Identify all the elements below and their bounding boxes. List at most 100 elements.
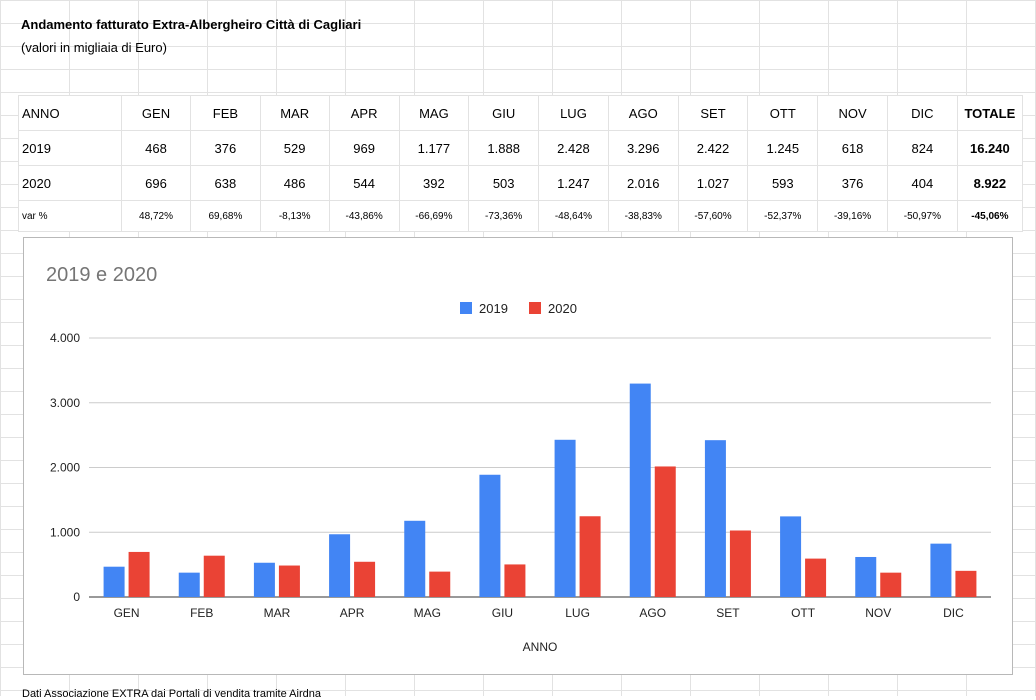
table-cell[interactable]: 392	[398, 165, 470, 201]
table-header-row: ANNO GEN FEB MAR APR MAG GIU LUG AGO SET OTT NOV DIC…	[18, 95, 1024, 131]
x-tick-label: GIU	[492, 606, 513, 620]
legend-swatch-2020	[529, 302, 541, 314]
table-cell[interactable]: -66,69%	[398, 200, 470, 232]
bar-2020-GIU	[504, 564, 526, 597]
table-cell[interactable]: 2.016	[607, 165, 679, 201]
table-cell[interactable]: 48,72%	[120, 200, 192, 232]
table-header-cell[interactable]: LUG	[538, 95, 609, 131]
bar-2019-FEB	[178, 572, 200, 597]
table-cell[interactable]: 486	[259, 165, 330, 201]
x-tick-label: FEB	[190, 606, 213, 620]
table-cell[interactable]: -38,83%	[607, 200, 679, 232]
table-cell[interactable]: 969	[328, 130, 400, 166]
x-tick-label: NOV	[865, 606, 891, 620]
bar-2020-AGO	[654, 466, 676, 597]
table-cell[interactable]: 3.296	[607, 130, 679, 166]
table-header-cell[interactable]: SET	[677, 95, 749, 131]
bar-2019-LUG	[554, 439, 576, 597]
table-cell[interactable]: -45,06%	[956, 200, 1024, 232]
table-header-cell[interactable]: GIU	[468, 95, 540, 131]
sheet-subtitle[interactable]: (valori in migliaia di Euro)	[21, 40, 167, 55]
y-tick-label: 2.000	[50, 461, 80, 475]
table-cell[interactable]: -43,86%	[328, 200, 400, 232]
table-row: 2019 468 376 529 969 1.177 1.888 2.428 3.296 2.42…	[18, 130, 1024, 166]
table-cell[interactable]: 376	[817, 165, 888, 201]
table-cell[interactable]: -48,64%	[538, 200, 609, 232]
table-header-cell[interactable]: NOV	[817, 95, 888, 131]
table-cell[interactable]: 2019	[18, 130, 122, 166]
bar-2020-GEN	[128, 551, 150, 597]
bar-2020-MAG	[429, 571, 451, 597]
table-cell[interactable]: 1.247	[538, 165, 609, 201]
table-row: var % 48,72% 69,68% -8,13% -43,86% -66,69% -73…	[18, 200, 1024, 232]
table-cell[interactable]: 696	[120, 165, 192, 201]
table-cell[interactable]: 824	[886, 130, 958, 166]
x-tick-label: DIC	[943, 606, 964, 620]
table-header-cell[interactable]: GEN	[120, 95, 192, 131]
bar-2019-MAG	[404, 520, 426, 597]
table-cell[interactable]: 638	[190, 165, 261, 201]
table-cell[interactable]: 376	[190, 130, 261, 166]
table-header-cell[interactable]: MAR	[259, 95, 330, 131]
data-table: ANNO GEN FEB MAR APR MAG GIU LUG AGO SET OTT NOV DIC…	[18, 95, 1024, 232]
table-header-cell[interactable]: DIC	[886, 95, 958, 131]
table-cell[interactable]: 1.888	[468, 130, 540, 166]
table-header-cell[interactable]: APR	[328, 95, 400, 131]
bar-2019-APR	[329, 534, 351, 597]
table-cell[interactable]: 618	[817, 130, 888, 166]
table-cell[interactable]: 503	[468, 165, 540, 201]
table-cell[interactable]: 593	[747, 165, 819, 201]
bar-2020-FEB	[203, 555, 225, 597]
bar-2020-NOV	[880, 572, 902, 597]
x-tick-label: MAR	[264, 606, 291, 620]
table-header-cell[interactable]: FEB	[190, 95, 261, 131]
table-cell[interactable]: 69,68%	[190, 200, 261, 232]
table-cell[interactable]: 2.428	[538, 130, 609, 166]
table-cell[interactable]: 16.240	[956, 130, 1024, 166]
table-header-cell[interactable]: MAG	[398, 95, 470, 131]
table-cell[interactable]: 1.245	[747, 130, 819, 166]
table-cell[interactable]: 468	[120, 130, 192, 166]
table-row: 2020 696 638 486 544 392 503 1.247 2.016 1.027 593…	[18, 165, 1024, 201]
table-header-cell[interactable]: OTT	[747, 95, 819, 131]
bar-2019-NOV	[855, 556, 877, 597]
table-header-cell[interactable]: AGO	[607, 95, 679, 131]
bar-2020-SET	[729, 530, 751, 597]
y-tick-label: 3.000	[50, 396, 80, 410]
x-tick-label: SET	[716, 606, 740, 620]
bar-2019-AGO	[629, 383, 651, 597]
table-cell[interactable]: var %	[18, 200, 122, 232]
table-header-cell[interactable]: ANNO	[18, 95, 122, 131]
bar-2020-MAR	[278, 565, 300, 597]
table-cell[interactable]: 2.422	[677, 130, 749, 166]
table-cell[interactable]: 8.922	[956, 165, 1024, 201]
bar-2020-LUG	[579, 516, 601, 597]
bar-2020-APR	[354, 561, 376, 597]
table-header-cell[interactable]: TOTALE	[956, 95, 1024, 131]
y-tick-label: 0	[73, 590, 80, 604]
x-tick-label: LUG	[565, 606, 590, 620]
table-cell[interactable]: -50,97%	[886, 200, 958, 232]
bar-2019-MAR	[253, 562, 275, 597]
table-cell[interactable]: -39,16%	[817, 200, 888, 232]
legend-swatch-2019	[460, 302, 472, 314]
footnote: Dati Associazione EXTRA dai Portali di v…	[22, 688, 321, 700]
table-cell[interactable]: 2020	[18, 165, 122, 201]
legend-label-2019: 2019	[479, 301, 508, 316]
table-cell[interactable]: 1.027	[677, 165, 749, 201]
table-cell[interactable]: 529	[259, 130, 330, 166]
x-tick-label: GEN	[114, 606, 140, 620]
table-cell[interactable]: -8,13%	[259, 200, 330, 232]
x-tick-label: APR	[340, 606, 365, 620]
table-cell[interactable]: -73,36%	[468, 200, 540, 232]
table-cell[interactable]: 404	[886, 165, 958, 201]
sheet-title[interactable]: Andamento fatturato Extra-Albergheiro Ci…	[21, 17, 362, 32]
table-cell[interactable]: -57,60%	[677, 200, 749, 232]
table-cell[interactable]: -52,37%	[747, 200, 819, 232]
table-cell[interactable]: 544	[328, 165, 400, 201]
chart-container[interactable]: 2019 e 2020 2019 2020 0 1.000 2.000 3.000 4.000…	[23, 237, 1013, 675]
bar-2020-OTT	[805, 558, 827, 597]
bar-2019-GIU	[479, 474, 501, 597]
table-cell[interactable]: 1.177	[398, 130, 470, 166]
x-tick-label: MAG	[414, 606, 441, 620]
